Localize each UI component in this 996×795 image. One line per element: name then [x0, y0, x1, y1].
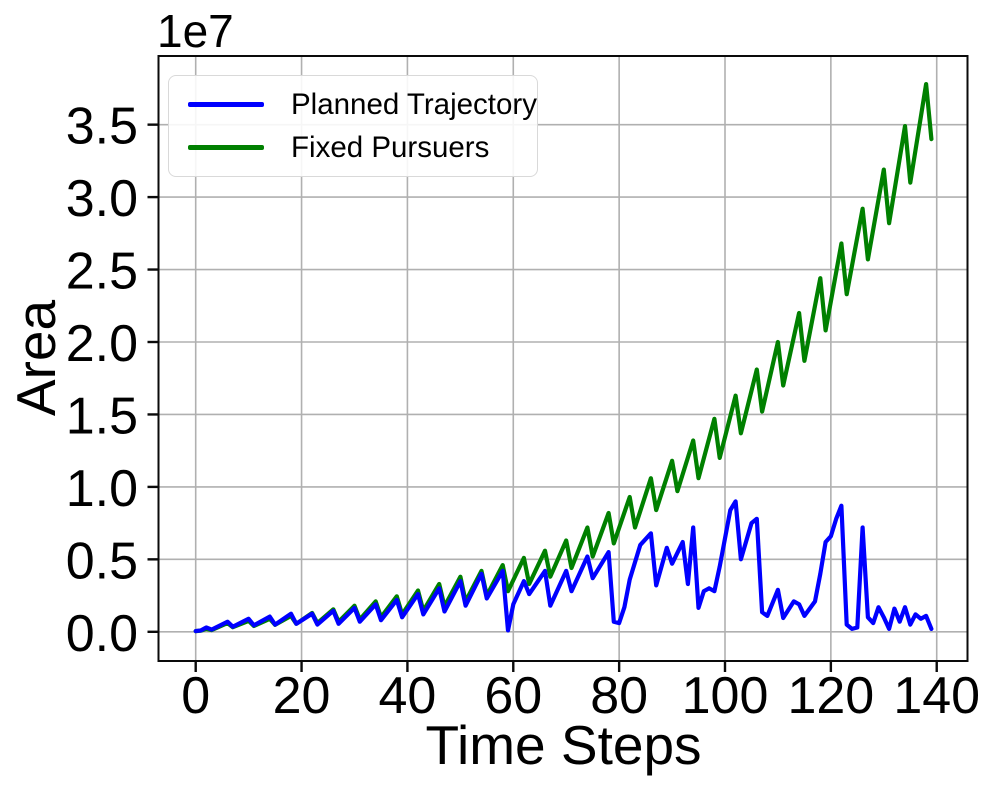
x-tick-label: 60: [484, 667, 542, 725]
legend: Planned Trajectory Fixed Pursuers: [168, 75, 538, 177]
plot-border: [157, 55, 969, 662]
y-tick-label: 0.5: [66, 532, 138, 590]
y-tick-label: 3.5: [66, 98, 138, 156]
legend-label-planned-trajectory: Planned Trajectory: [291, 87, 537, 121]
y-axis-label: Area: [5, 299, 67, 417]
y-tick-label: 0.0: [66, 605, 138, 663]
x-tick-label: 20: [273, 667, 331, 725]
series-line-planned-trajectory: [193, 499, 934, 634]
legend-item-fixed-pursuers: Fixed Pursuers: [169, 133, 537, 163]
planned-trajectory-line-swatch: [188, 102, 264, 107]
y-tick-label: 2.0: [66, 315, 138, 373]
y-axis-offset-text: 1e7: [157, 5, 234, 57]
x-tick-label: 120: [787, 667, 874, 725]
fixed-pursuers-line-swatch: [188, 145, 264, 150]
legend-item-planned-trajectory: Planned Trajectory: [169, 90, 537, 120]
legend-label-fixed-pursuers: Fixed Pursuers: [291, 130, 490, 164]
y-tick-label: 2.5: [66, 243, 138, 301]
x-tick-label: 0: [181, 667, 210, 725]
y-tick-label: 1.5: [66, 387, 138, 445]
y-tick-label: 3.0: [66, 170, 138, 228]
x-tick-label: 40: [378, 667, 436, 725]
x-tick-label: 140: [893, 667, 980, 725]
x-tick-label: 100: [682, 667, 769, 725]
y-tick-label: 1.0: [66, 460, 138, 518]
x-tick-label: 80: [590, 667, 648, 725]
x-axis-label: Time Steps: [425, 714, 702, 776]
